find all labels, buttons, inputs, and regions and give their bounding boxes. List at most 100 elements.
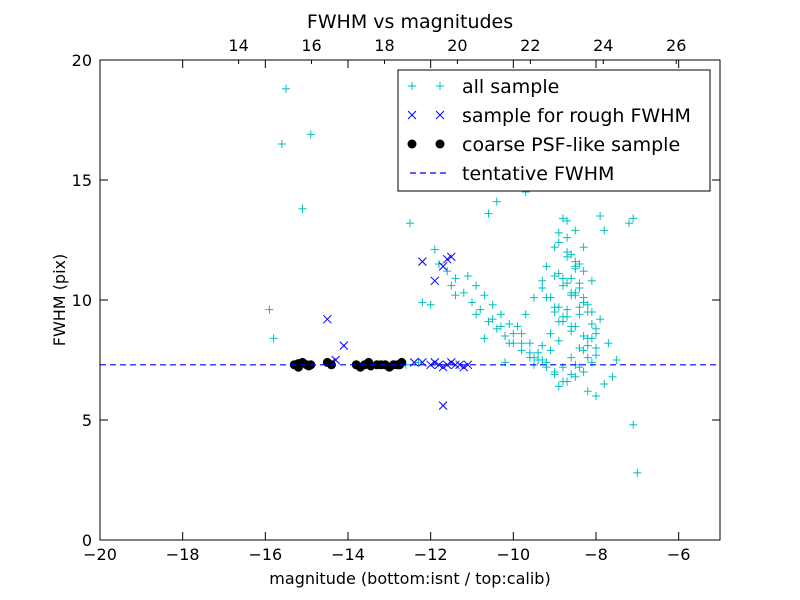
all-sample-point	[265, 305, 274, 314]
x-axis-title: magnitude (bottom:isnt / top:calib)	[269, 569, 550, 588]
all-sample-point	[517, 346, 526, 355]
all-sample-point	[534, 348, 543, 357]
x-tick-label: −8	[584, 545, 608, 564]
all-sample-point	[269, 334, 278, 343]
all-sample-point	[587, 308, 596, 316]
ticks-layer: −20 −18 −16 −14 −12 −10 −8 −6 0 5 10 15 20 14 16 18 20 22…	[72, 36, 720, 564]
all-sample-point	[550, 272, 559, 280]
all-sample-point	[558, 281, 567, 290]
psf-like-point	[304, 361, 314, 371]
all-sample-point	[525, 353, 534, 362]
all-sample-point	[463, 272, 472, 280]
all-sample-point	[550, 308, 559, 316]
all-sample-point	[571, 226, 580, 235]
legend-entry: all sample	[462, 76, 559, 98]
legend: all sample sample for rough FWHM coarse PS…	[397, 69, 711, 192]
all-sample-point	[592, 324, 600, 333]
all-sample-point	[579, 267, 588, 276]
all-sample-point	[505, 320, 514, 328]
y-tick-label: 15	[72, 171, 92, 190]
top-tick-label: 24	[593, 36, 613, 55]
rough-fwhm-point	[430, 276, 440, 286]
all-sample-point	[509, 339, 518, 348]
legend-marker	[407, 139, 417, 149]
all-sample-point	[430, 245, 439, 254]
rough-fwhm-point	[446, 252, 456, 262]
top-tick-label: 22	[520, 36, 540, 55]
all-sample-point	[554, 382, 563, 391]
legend-entry: sample for rough FWHM	[462, 105, 691, 127]
all-sample-point	[563, 233, 572, 242]
all-sample-point	[567, 353, 576, 362]
all-sample-point	[513, 322, 522, 331]
all-sample-point	[583, 387, 592, 396]
x-tick-label: −20	[83, 545, 117, 564]
all-sample-point	[575, 363, 584, 372]
all-sample-point	[587, 334, 596, 343]
all-sample-point	[579, 368, 588, 376]
all-sample-point	[542, 358, 551, 367]
all-sample-point	[583, 300, 592, 309]
legend-marker	[408, 82, 416, 90]
all-sample-point	[298, 204, 307, 213]
all-sample-point	[571, 372, 580, 381]
all-sample-point	[579, 298, 588, 307]
y-tick-label: 10	[72, 291, 92, 310]
all-sample-point	[414, 358, 423, 367]
x-tick-label: −12	[414, 545, 448, 564]
points-layer	[100, 84, 720, 477]
y-tick-label: 0	[82, 531, 92, 550]
all-sample-point	[579, 332, 588, 340]
all-sample-point	[554, 336, 563, 345]
all-sample-point	[600, 380, 609, 388]
all-sample-point	[538, 276, 547, 285]
all-sample-point	[480, 291, 489, 300]
x-tick-label: −10	[496, 545, 530, 564]
all-sample-point	[468, 298, 476, 307]
all-sample-point	[579, 243, 588, 252]
all-sample-point	[451, 274, 460, 283]
all-sample-point	[612, 356, 621, 364]
all-sample-point	[443, 267, 452, 276]
top-tick-label: 16	[301, 36, 321, 55]
top-tick-label: 18	[374, 36, 394, 55]
legend-marker	[436, 82, 444, 90]
legend-marker	[435, 110, 445, 120]
all-sample-point	[608, 372, 617, 381]
all-sample-point	[596, 212, 605, 220]
all-sample-point	[492, 197, 501, 206]
all-sample-point	[484, 209, 493, 218]
all-sample-point	[488, 300, 497, 309]
all-sample-point	[492, 324, 501, 333]
all-sample-point	[575, 344, 584, 352]
rough-fwhm-point	[322, 314, 332, 324]
all-sample-point	[472, 310, 481, 319]
legend-marker	[407, 110, 417, 120]
all-sample-point	[554, 269, 563, 278]
legend-entry: tentative FWHM	[462, 163, 614, 185]
all-sample-point	[558, 317, 567, 326]
all-sample-point	[575, 303, 584, 312]
all-sample-point	[484, 317, 493, 326]
all-sample-point	[575, 284, 584, 292]
all-sample-point	[521, 310, 530, 319]
all-sample-point	[538, 284, 547, 292]
psf-like-point	[395, 360, 405, 370]
all-sample-point	[538, 356, 547, 364]
rough-fwhm-point	[434, 360, 444, 370]
all-sample-point	[517, 329, 526, 338]
all-sample-point	[558, 214, 567, 223]
all-sample-point	[434, 260, 443, 268]
all-sample-point	[406, 219, 414, 228]
rough-fwhm-point	[438, 262, 448, 271]
all-sample-point	[563, 279, 572, 288]
all-sample-point	[488, 315, 497, 324]
all-sample-point	[480, 334, 489, 343]
all-sample-point	[558, 274, 567, 283]
all-sample-point	[306, 130, 315, 139]
y-axis-title: FWHM (pix)	[50, 254, 69, 347]
all-sample-point	[592, 351, 600, 360]
top-tick-label: 20	[447, 36, 467, 55]
x-tick-label: −14	[331, 545, 365, 564]
rough-fwhm-point	[463, 360, 473, 370]
